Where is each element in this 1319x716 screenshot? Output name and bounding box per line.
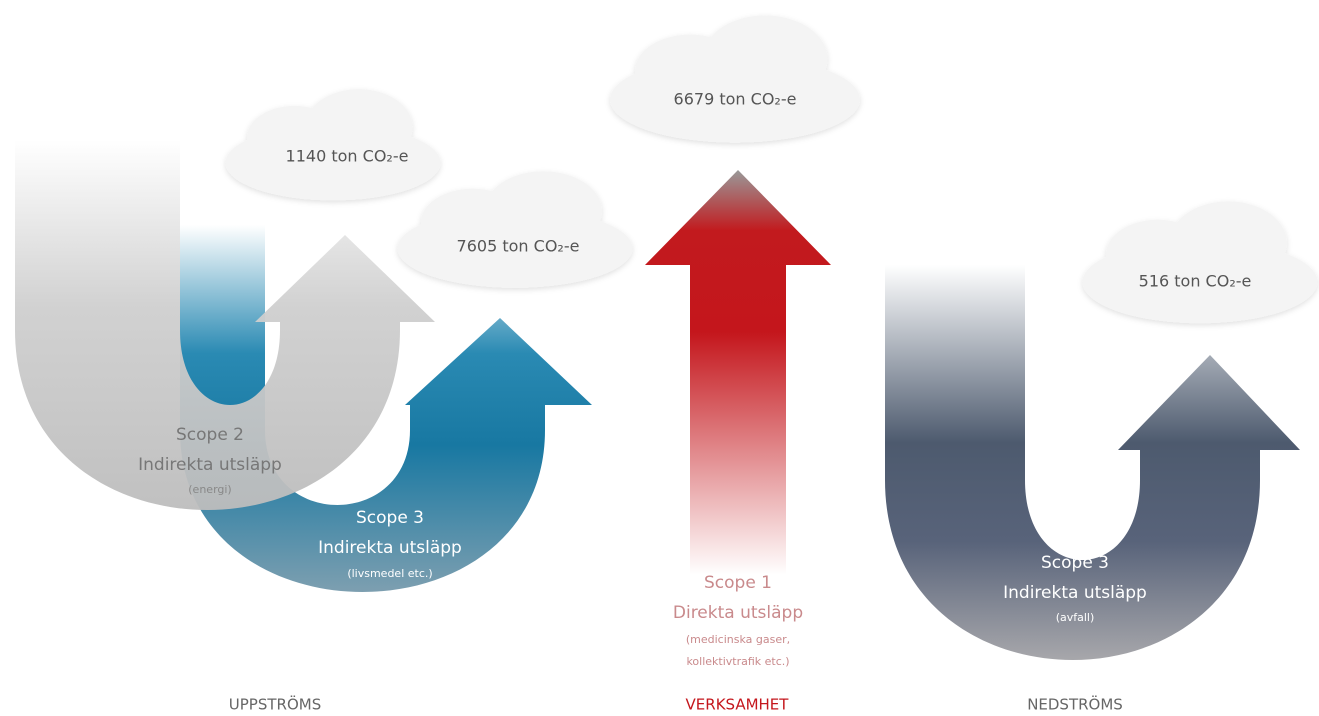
shapes (15, 15, 1318, 660)
cloud-label: 6679 ton CO₂-e (674, 90, 797, 109)
cloud (610, 15, 860, 142)
cloud-label: 516 ton CO₂-e (1139, 272, 1252, 291)
flow-note: (livsmedel etc.) (347, 567, 432, 580)
flow-title: Scope 1 (704, 573, 772, 593)
cloud (398, 171, 633, 288)
cloud-label: 7605 ton CO₂-e (457, 237, 580, 256)
cloud-label: 1140 ton CO₂-e (286, 147, 409, 166)
flow-subtitle: Indirekta utsläpp (318, 538, 462, 558)
diagram: 1140 ton CO₂-e 7605 ton CO₂-e 6679 ton C… (0, 0, 1319, 716)
section-label: UPPSTRÖMS (229, 695, 321, 714)
flow-title: Scope 3 (356, 508, 424, 528)
arrow (645, 170, 831, 575)
flow-subtitle: Direkta utsläpp (673, 603, 803, 623)
flow-note: (avfall) (1056, 611, 1095, 624)
flow-subtitle: Indirekta utsläpp (138, 455, 282, 475)
flow-note: kollektivtrafik etc.) (686, 655, 789, 668)
cloud (226, 89, 441, 200)
flow-note: (medicinska gaser, (686, 633, 790, 646)
flow-note: (energi) (188, 483, 231, 496)
flow-title: Scope 3 (1041, 553, 1109, 573)
cloud (1083, 201, 1318, 323)
section-label: NEDSTRÖMS (1027, 695, 1123, 714)
flow-subtitle: Indirekta utsläpp (1003, 583, 1147, 603)
section-label: VERKSAMHET (686, 696, 790, 714)
flow-title: Scope 2 (176, 425, 244, 445)
